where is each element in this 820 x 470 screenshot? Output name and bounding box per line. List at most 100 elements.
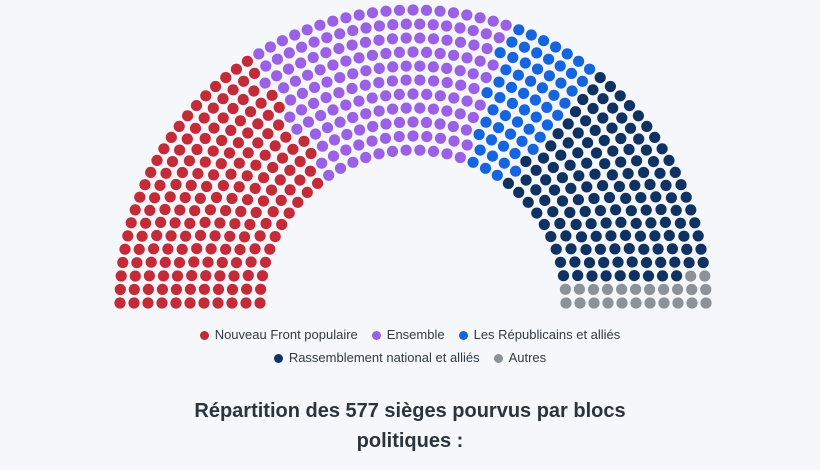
seat-dot <box>628 270 640 282</box>
seat-dot <box>518 104 531 116</box>
seat-dot <box>434 90 446 102</box>
seat-dot <box>541 101 553 113</box>
seat-dot <box>580 115 592 127</box>
seat-dot <box>169 217 181 229</box>
seat-dot <box>379 132 392 144</box>
seat-dot <box>125 217 137 229</box>
seat-dot <box>601 283 614 295</box>
seat-dot <box>562 137 574 149</box>
seat-dot <box>393 116 406 129</box>
seat-dot <box>434 132 447 144</box>
seat-dot <box>513 186 525 198</box>
seat-dot <box>373 148 385 160</box>
seat-dot <box>237 93 249 106</box>
seat-dot <box>683 257 695 269</box>
seat-dot <box>640 204 652 216</box>
seat-dot <box>220 72 232 84</box>
seat-dot <box>670 204 682 216</box>
seat-dot <box>226 192 238 205</box>
seat-dot <box>265 184 278 196</box>
seat-dot <box>686 297 698 309</box>
seat-dot <box>308 36 320 48</box>
seat-dot <box>486 150 499 162</box>
seat-dot <box>387 103 399 115</box>
seat-dot <box>570 218 582 231</box>
seat-dot <box>162 243 174 255</box>
seat-dot <box>145 256 157 268</box>
seat-dot <box>255 97 267 109</box>
seat-dot <box>518 41 531 53</box>
seat-dot <box>448 135 460 147</box>
seat-dot <box>669 166 681 178</box>
seat-dot <box>190 100 203 112</box>
seat-dot <box>414 144 426 156</box>
seat-dot <box>249 243 261 255</box>
seat-dot <box>143 270 155 282</box>
seat-dot <box>427 103 439 115</box>
seat-dot <box>248 85 260 97</box>
seat-dot <box>154 179 166 191</box>
seat-dot <box>564 206 576 219</box>
seat-dot <box>217 112 229 124</box>
seat-dot <box>434 5 446 17</box>
seat-dot <box>140 217 152 229</box>
seat-dot <box>615 156 627 168</box>
seat-dot <box>522 196 534 208</box>
seat-dot <box>128 297 140 309</box>
seat-dot <box>283 47 295 59</box>
seat-dot <box>598 134 610 147</box>
seat-dot <box>529 94 542 106</box>
seat-dot <box>198 297 210 309</box>
seat-dot <box>566 85 578 97</box>
seat-dot <box>216 256 228 269</box>
seat-dot <box>649 131 661 143</box>
seat-dot <box>548 184 561 196</box>
seat-dot <box>285 94 297 106</box>
seat-dot <box>500 19 512 31</box>
seat-dot <box>565 243 577 255</box>
seat-dot <box>198 283 210 295</box>
seat-dot <box>557 270 570 282</box>
seat-dot <box>233 157 245 169</box>
seat-dot <box>156 297 168 309</box>
seat-dot <box>585 218 597 230</box>
seat-dot <box>320 47 332 59</box>
seat-dot <box>393 46 405 59</box>
seat-dot <box>380 118 392 130</box>
seat-dot <box>555 77 567 89</box>
seat-dot <box>164 191 176 203</box>
seat-dot <box>467 156 479 168</box>
seat-dot <box>574 297 586 309</box>
seat-dot <box>700 297 712 309</box>
seat-dot <box>276 152 289 164</box>
seat-dot <box>545 231 557 243</box>
seat-dot <box>176 243 188 255</box>
seat-dot <box>663 154 675 166</box>
seat-dot <box>448 92 460 104</box>
seat-dot <box>170 178 182 191</box>
seat-dot <box>607 102 619 114</box>
chart-title: Répartition des 577 sièges pourvus par b… <box>194 399 626 452</box>
legend-item: Les Républicains et alliés <box>458 327 620 342</box>
seat-dot <box>652 243 664 255</box>
seat-dot <box>400 74 412 86</box>
seat-dot <box>414 102 426 114</box>
seat-dot <box>215 158 227 170</box>
seat-dot <box>184 283 196 295</box>
seat-dot <box>594 205 607 217</box>
seat-dot <box>315 110 327 122</box>
seat-dot <box>258 172 270 184</box>
seat-dot <box>400 18 412 30</box>
seat-dot <box>491 169 503 181</box>
seat-dot <box>427 19 439 31</box>
seat-dot <box>414 18 426 30</box>
seat-dot <box>556 172 569 184</box>
seat-dot <box>157 270 170 282</box>
seat-dot <box>229 218 241 230</box>
seat-dot <box>656 270 669 282</box>
seat-dot <box>134 191 146 203</box>
seat-dot <box>151 229 163 242</box>
seat-dot <box>202 256 214 268</box>
seat-dot <box>296 87 308 99</box>
